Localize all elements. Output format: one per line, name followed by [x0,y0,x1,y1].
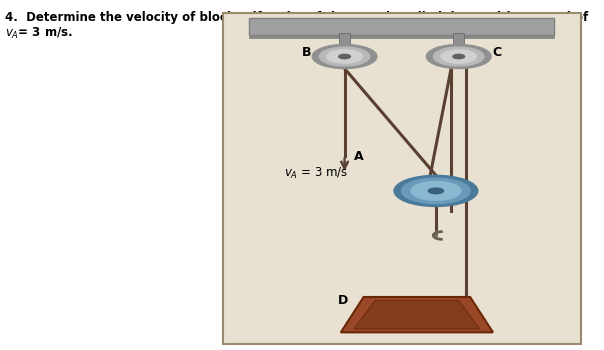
FancyBboxPatch shape [249,18,554,35]
FancyBboxPatch shape [339,33,350,44]
Circle shape [320,47,370,66]
Text: A: A [354,150,364,163]
Polygon shape [354,301,480,329]
Circle shape [312,44,377,69]
FancyBboxPatch shape [453,33,464,44]
Text: $v_A$ = 3 m/s: $v_A$ = 3 m/s [284,166,348,181]
Text: 4.  Determine the velocity of block D if end A of the rope is pulled down with a: 4. Determine the velocity of block D if … [5,10,588,41]
FancyBboxPatch shape [249,35,554,38]
Circle shape [441,50,477,63]
FancyBboxPatch shape [223,13,580,344]
Text: C: C [492,46,501,59]
Text: D: D [338,294,349,307]
Text: B: B [302,46,311,59]
Circle shape [426,44,491,69]
Circle shape [327,50,362,63]
Circle shape [434,47,484,66]
Circle shape [339,54,350,59]
Circle shape [402,178,471,204]
Circle shape [453,54,464,59]
Circle shape [394,175,478,206]
Circle shape [411,182,461,200]
Circle shape [428,188,443,194]
Polygon shape [341,297,493,332]
